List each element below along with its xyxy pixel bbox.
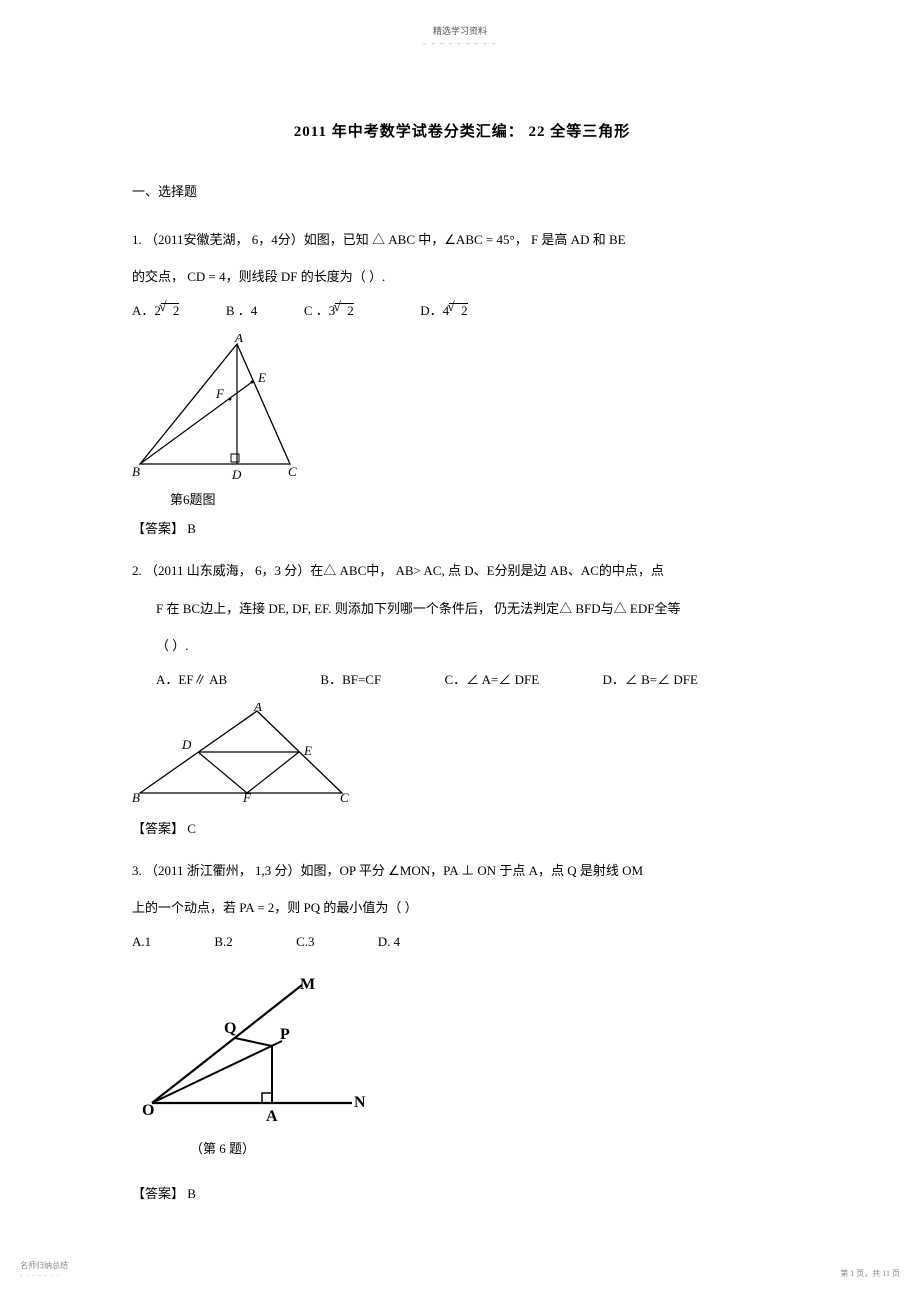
q1-optC-pre: C ．3 xyxy=(304,298,335,324)
header-dots: - - - - - - - - - xyxy=(0,39,920,48)
label-F: F xyxy=(242,790,252,803)
q2-figure: A B C D E F xyxy=(132,703,792,808)
q3-optC: C.3 xyxy=(296,929,314,955)
q3-options: A.1 B.2 C.3 D. 4 xyxy=(132,929,792,955)
q3-optD: D. 4 xyxy=(378,929,400,955)
q3-fig-caption: （第 6 题） xyxy=(132,1138,792,1157)
page-header: 精选学习资料 - - - - - - - - - xyxy=(0,24,920,48)
q1-optD: D．4 2 xyxy=(420,298,467,324)
q1-fig-caption: 第6题图 xyxy=(132,489,792,508)
content-region: 2011 年中考数学试卷分类汇编： 22 全等三角形 一、选择题 1. （201… xyxy=(132,120,792,1220)
q3-optA: A.1 xyxy=(132,929,151,955)
q2-line1: 2. （2011 山东威海， 6，3 分）在△ ABC中， AB> AC, 点 … xyxy=(132,555,792,586)
q2-optB: B．BF=CF xyxy=(320,667,381,693)
label-C: C xyxy=(288,464,297,479)
q1-optA-rad: 2 xyxy=(173,304,180,317)
q2-optC: C．∠ A=∠ DFE xyxy=(444,667,539,693)
q1-optC: C ．3 2 xyxy=(304,298,354,324)
sqrt-icon: 2 xyxy=(449,303,468,317)
q1-l1b: ABC 中， xyxy=(385,232,444,247)
page-title: 2011 年中考数学试卷分类汇编： 22 全等三角形 xyxy=(132,120,792,141)
label-N: N xyxy=(354,1094,366,1111)
angle-bisector-icon: O M N P Q A xyxy=(132,973,372,1133)
q3-line1: 3. （2011 浙江衢州， 1,3 分）如图，OP 平分 ∠MON，PA ⊥ … xyxy=(132,855,792,886)
q1-optA: A．2 2 xyxy=(132,298,179,324)
sqrt-icon: 2 xyxy=(161,303,180,317)
label-D: D xyxy=(181,737,192,752)
q1-text: 1. （2011安徽芜湖， 6，4分）如图，已知 △ ABC 中，∠ABC = … xyxy=(132,224,792,255)
label-F: F xyxy=(215,386,225,401)
label-E: E xyxy=(257,370,266,385)
q1-l1a: 1. （2011安徽芜湖， 6，4分）如图，已知 xyxy=(132,232,372,247)
q1-options: A．2 2 B ．4 C ．3 2 D．4 2 xyxy=(132,298,792,324)
footer-left-dots: - - - - - - - xyxy=(20,1271,68,1279)
q2-line2: F 在 BC边上，连接 DE, DF, EF. 则添加下列哪一个条件后， 仍无法… xyxy=(132,593,792,624)
q3-line2: 上的一个动点，若 PA = 2，则 PQ 的最小值为（ ） xyxy=(132,892,792,923)
footer-right: 第 1 页，共 11 页 xyxy=(840,1268,900,1279)
label-M: M xyxy=(300,976,315,993)
header-small: 精选学习资料 xyxy=(0,24,920,37)
q1-optB: B ．4 xyxy=(226,298,257,324)
label-D: D xyxy=(231,467,242,482)
label-O: O xyxy=(142,1102,154,1119)
label-Q: Q xyxy=(224,1020,236,1037)
triangle-icon: △ xyxy=(372,232,385,247)
q1-optD-rad: 2 xyxy=(461,304,468,317)
label-A: A xyxy=(266,1108,278,1125)
q1-line2: 的交点， CD = 4，则线段 DF 的长度为（ ）. xyxy=(132,261,792,292)
label-P: P xyxy=(280,1026,290,1043)
footer-left-text: 名师归纳总结 xyxy=(20,1260,68,1271)
label-E: E xyxy=(303,743,312,758)
q3-optB: B.2 xyxy=(214,929,232,955)
sqrt-icon: 2 xyxy=(335,303,354,317)
q3-angle1: ∠MON xyxy=(388,863,430,878)
label-A: A xyxy=(253,703,262,714)
q1-angle: ∠ABC xyxy=(444,232,482,247)
q1-answer: 【答案】 B xyxy=(132,518,792,537)
q3-l1a: 3. （2011 浙江衢州， 1,3 分）如图，OP 平分 xyxy=(132,863,388,878)
q2-answer: 【答案】 C xyxy=(132,818,792,837)
section-heading: 一、选择题 xyxy=(132,181,792,200)
label-A: A xyxy=(234,334,243,345)
q2-optD: D．∠ B=∠ DFE xyxy=(602,667,697,693)
q2-options: A．EF∥ AB B．BF=CF C．∠ A=∠ DFE D．∠ B=∠ DFE xyxy=(132,667,792,693)
q3-l1b: ，PA ⊥ ON 于点 A，点 Q 是射线 OM xyxy=(430,863,643,878)
q2-line3: （ ）. xyxy=(132,630,792,661)
footer-left: 名师归纳总结 - - - - - - - xyxy=(20,1260,68,1279)
label-C: C xyxy=(340,790,349,803)
q3-figure: O M N P Q A （第 6 题） xyxy=(132,973,792,1157)
q1-eq: = 45° xyxy=(483,232,515,247)
label-B: B xyxy=(132,464,140,479)
label-B: B xyxy=(132,790,140,803)
q1-l1c: ， F 是高 AD 和 BE xyxy=(515,232,626,247)
triangle-diagram-icon: A B C D E F xyxy=(132,334,302,484)
q1-optA-pre: A．2 xyxy=(132,298,161,324)
q1-optD-pre: D．4 xyxy=(420,298,449,324)
q1-optC-rad: 2 xyxy=(347,304,354,317)
triangle-midpoint-icon: A B C D E F xyxy=(132,703,352,803)
q2-optA: A．EF∥ AB xyxy=(156,667,227,693)
q3-answer: 【答案】 B xyxy=(132,1183,792,1202)
q1-figure: A B C D E F 第6题图 xyxy=(132,334,792,508)
